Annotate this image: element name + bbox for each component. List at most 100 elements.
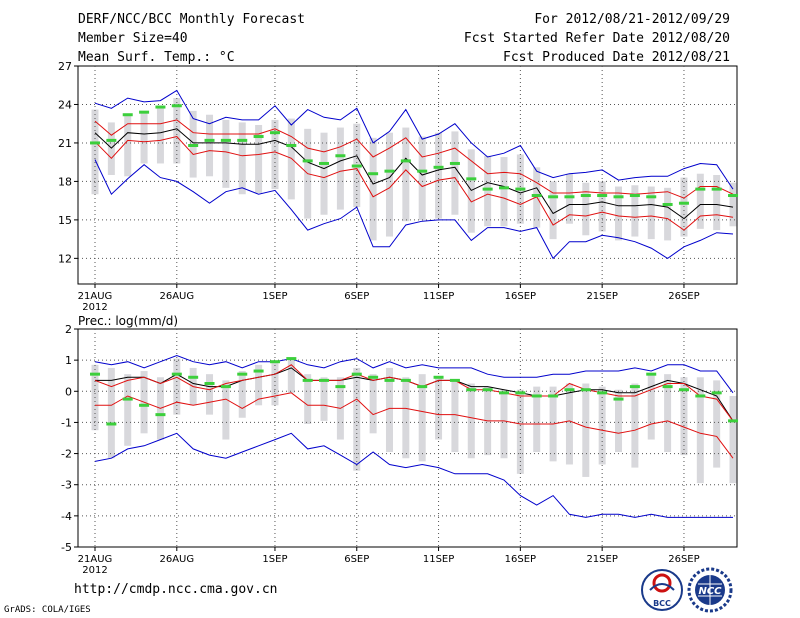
obs-marker	[384, 169, 395, 173]
x-tick-label: 1SEP	[262, 554, 287, 565]
grads-credit: GrADS: COLA/IGES	[4, 605, 91, 615]
member-range-box	[582, 383, 590, 477]
member-range-box	[336, 127, 344, 210]
y-tick-label: 0	[65, 385, 72, 398]
y-tick-label: 27	[58, 60, 72, 73]
member-range-box	[140, 112, 148, 164]
obs-marker	[515, 187, 526, 191]
member-range-box	[549, 181, 557, 240]
y-tick-label: 24	[58, 98, 72, 111]
member-range-box	[222, 380, 230, 440]
y-tick-label: -4	[61, 510, 72, 523]
member-range-box	[533, 386, 541, 453]
member-range-box	[369, 374, 377, 434]
member-range-box	[680, 377, 688, 456]
obs-marker	[155, 413, 166, 417]
x-tick-label: 11SEP	[423, 554, 454, 565]
obs-marker	[319, 161, 330, 165]
y-tick-label: -5	[61, 541, 72, 554]
x-year-label: 2012	[82, 302, 107, 313]
obs-marker	[351, 372, 362, 376]
obs-marker	[139, 110, 150, 114]
obs-marker	[204, 382, 215, 385]
obs-marker	[106, 138, 117, 142]
obs-marker	[351, 164, 362, 168]
member-range-box	[647, 186, 655, 240]
obs-marker	[319, 378, 330, 382]
member-range-box	[467, 383, 475, 459]
member-range-box	[615, 389, 623, 453]
obs-marker	[90, 372, 100, 376]
obs-marker	[449, 161, 460, 165]
series-max-line	[94, 354, 734, 394]
member-range-box	[124, 374, 132, 446]
obs-marker	[580, 194, 591, 198]
obs-marker	[106, 422, 117, 426]
obs-marker	[597, 194, 608, 198]
obs-marker	[728, 419, 739, 423]
obs-marker	[384, 378, 395, 382]
y-tick-label: 12	[58, 252, 72, 265]
member-range-box	[435, 132, 443, 219]
bcc-logo-text: BCC	[653, 599, 671, 608]
x-tick-label: 26SEP	[668, 291, 699, 302]
obs-marker	[629, 385, 640, 389]
member-range-box	[565, 383, 573, 465]
y-tick-label: 18	[58, 175, 72, 188]
member-range-box	[107, 367, 115, 459]
x-tick-label: 21AUG	[78, 554, 113, 565]
obs-marker	[515, 391, 526, 395]
member-range-box	[500, 389, 508, 459]
obs-marker	[482, 187, 493, 191]
obs-marker	[368, 375, 379, 379]
member-range-box	[418, 136, 426, 220]
member-range-box	[680, 177, 688, 237]
x-tick-label: 21SEP	[586, 291, 617, 302]
obs-marker	[302, 378, 313, 382]
obs-marker	[597, 391, 608, 395]
member-range-box	[238, 371, 246, 418]
member-range-box	[664, 374, 672, 453]
member-range-box	[615, 186, 623, 241]
member-range-box	[320, 377, 328, 421]
member-range-box	[582, 182, 590, 236]
obs-marker	[499, 391, 509, 395]
obs-marker	[400, 378, 411, 382]
obs-marker	[188, 144, 199, 148]
y-tick-label: 15	[58, 214, 72, 227]
obs-marker	[253, 135, 264, 139]
y-tick-label: -3	[61, 479, 72, 492]
obs-marker	[220, 385, 231, 389]
obs-marker	[433, 165, 444, 169]
series-lower-line	[94, 135, 734, 231]
series-spread-line	[94, 364, 734, 422]
y-tick-label: 2	[65, 323, 72, 336]
fcst-started-date: Fcst Started Refer Date 2012/08/20	[463, 31, 730, 46]
source-url[interactable]: http://cmdp.ncc.cma.gov.cn	[74, 582, 278, 597]
member-range-box	[418, 374, 426, 462]
obs-marker	[302, 159, 313, 163]
obs-marker	[122, 113, 133, 117]
x-tick-label: 1SEP	[262, 291, 287, 302]
obs-marker	[286, 144, 297, 148]
obs-marker	[220, 138, 231, 142]
member-range-box	[500, 157, 508, 227]
obs-marker	[564, 388, 575, 392]
obs-marker	[564, 195, 575, 199]
obs-marker	[417, 385, 428, 389]
x-tick-label: 6SEP	[344, 291, 369, 302]
obs-marker	[335, 385, 346, 389]
obs-marker	[662, 385, 673, 389]
member-range-box	[402, 377, 410, 459]
member-range-box	[631, 185, 639, 237]
obs-marker	[466, 388, 477, 392]
obs-marker	[466, 177, 477, 181]
member-range-box	[696, 377, 704, 484]
obs-marker	[188, 375, 199, 379]
member-range-box	[451, 131, 459, 215]
obs-marker	[629, 194, 640, 198]
y-tick-label: -1	[61, 416, 72, 429]
obs-marker	[269, 131, 280, 135]
